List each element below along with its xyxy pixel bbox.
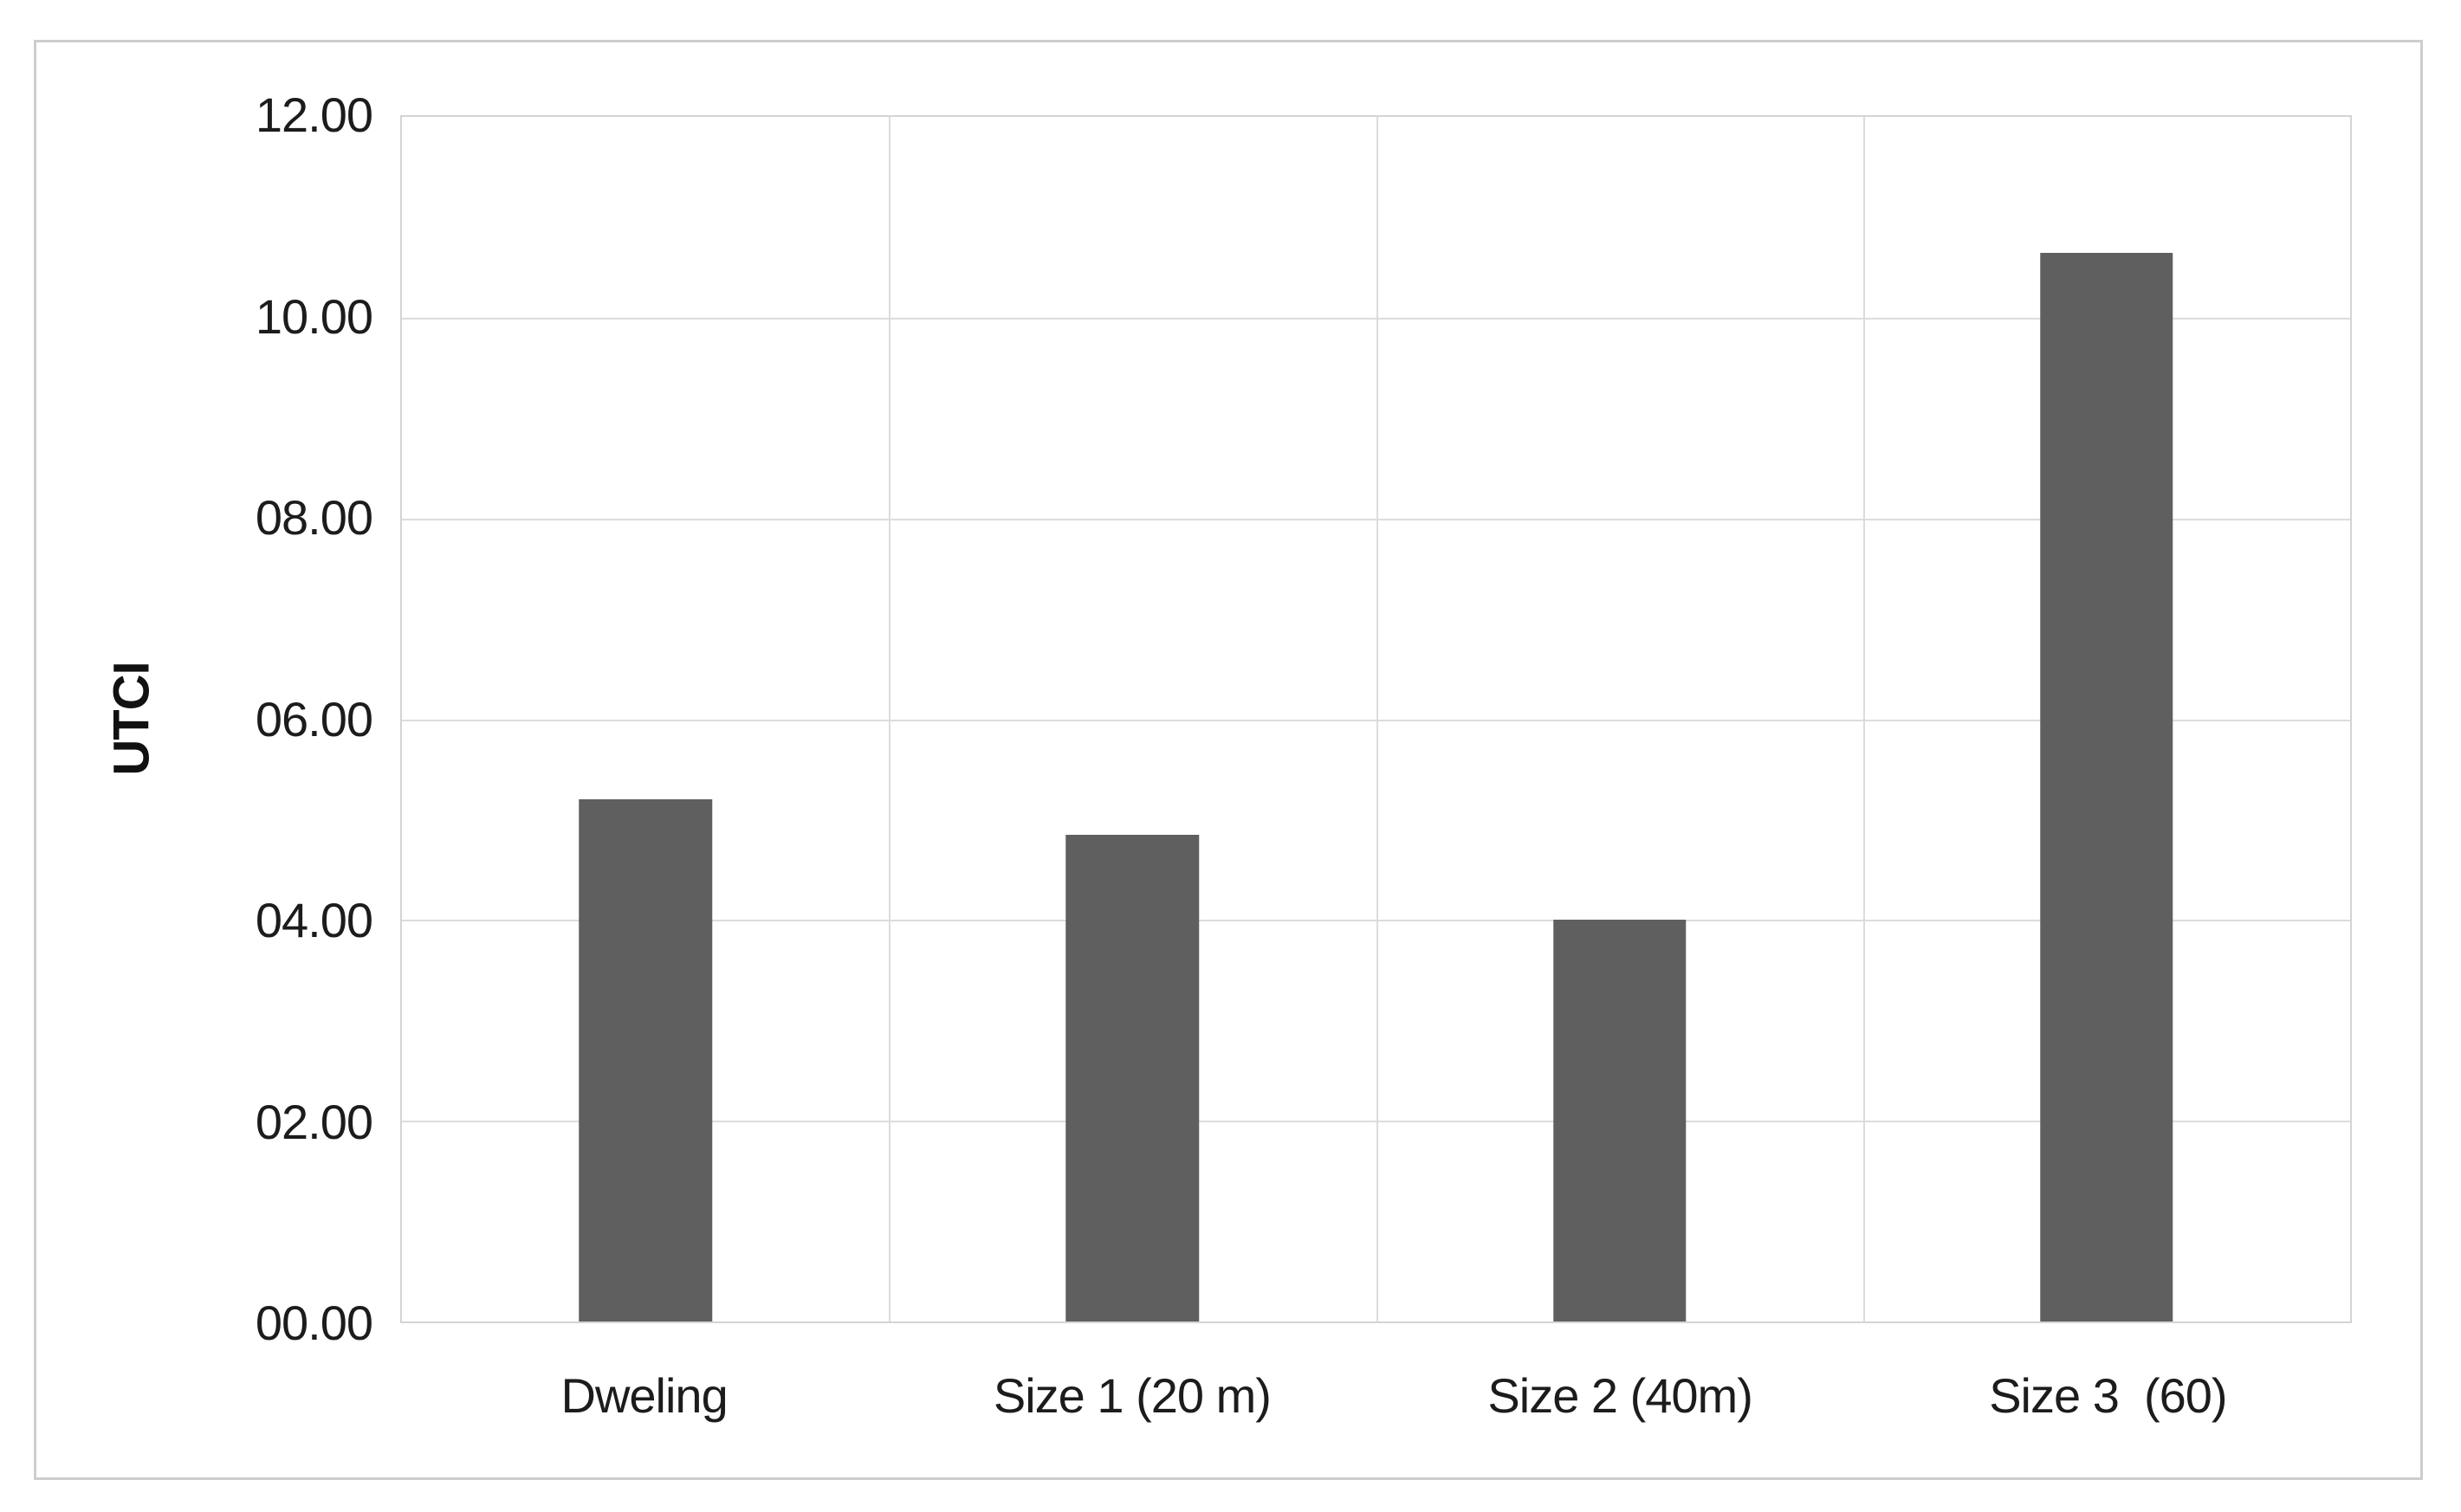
y-tick-label: 10.00	[255, 288, 373, 344]
gridline-vertical	[889, 117, 891, 1321]
y-tick-label: 02.00	[255, 1094, 373, 1149]
y-tick-label: 08.00	[255, 490, 373, 545]
bar-series	[402, 117, 2350, 1321]
bar-dweling	[579, 799, 712, 1321]
category-cell	[402, 117, 889, 1321]
y-tick-label: 12.00	[255, 87, 373, 142]
y-tick-label: 04.00	[255, 893, 373, 947]
x-category-label: Dweling	[560, 1368, 729, 1423]
bar-size-1-20-m	[1065, 834, 1200, 1321]
bar-size-2-40m	[1552, 920, 1687, 1321]
x-axis-category-labels: Dweling Size 1 (20 m) Size 2 (40m) Size 3 (…	[400, 1367, 2352, 1425]
gridline-vertical	[1862, 117, 1865, 1321]
x-category-label: Size 2 (40m)	[1487, 1368, 1752, 1423]
plot-area	[400, 115, 2352, 1323]
x-category-label: Size 1 (20 m)	[993, 1368, 1272, 1423]
y-tick-label: 00.00	[255, 1296, 373, 1350]
category-cell	[889, 117, 1376, 1321]
category-cell	[1376, 117, 1863, 1321]
gridline-vertical	[1376, 117, 1378, 1321]
x-category-label: Size 3 (60)	[1989, 1368, 2227, 1423]
category-cell	[1863, 117, 2350, 1321]
bar-size-3-60	[2040, 252, 2173, 1321]
y-tick-label: 06.00	[255, 691, 373, 746]
